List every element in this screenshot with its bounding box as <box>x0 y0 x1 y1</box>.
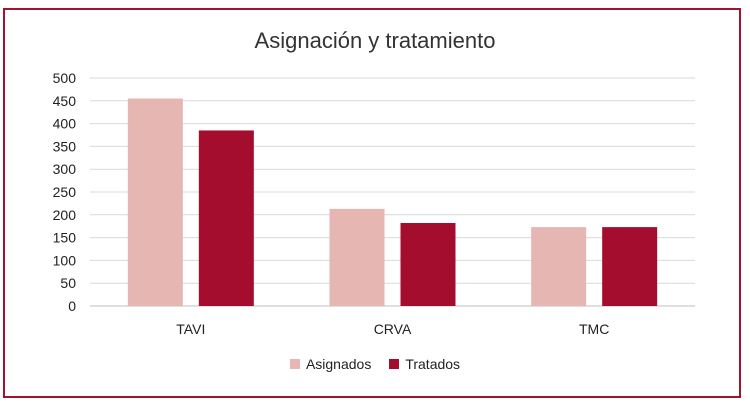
bar-asignados-tmc <box>531 227 587 306</box>
bar-tratados-tavi <box>198 130 254 306</box>
x-category-label-crva: CRVA <box>374 321 412 337</box>
y-tick-label-250: 250 <box>53 184 77 200</box>
chart-title: Asignación y tratamiento <box>254 28 496 53</box>
bar-asignados-crva <box>329 208 385 306</box>
legend-swatch-asignados <box>289 359 300 369</box>
legend-label-tratados: Tratados <box>405 356 461 372</box>
legend-item-tratados: Tratados <box>389 356 460 372</box>
chart-frame <box>3 8 741 398</box>
bar-tratados-tmc <box>602 227 658 306</box>
y-tick-label-300: 300 <box>53 161 77 177</box>
y-tick-label-0: 0 <box>68 298 76 314</box>
y-tick-label-350: 350 <box>53 138 77 154</box>
y-tick-label-100: 100 <box>53 252 77 268</box>
y-tick-label-450: 450 <box>53 93 77 109</box>
y-tick-label-500: 500 <box>53 70 77 86</box>
bar-asignados-tavi <box>127 98 183 307</box>
y-tick-label-400: 400 <box>53 116 77 132</box>
legend-label-asignados: Asignados <box>305 356 372 372</box>
bar-tratados-crva <box>400 223 456 306</box>
legend-swatch-tratados <box>389 359 400 369</box>
y-tick-label-150: 150 <box>53 230 77 246</box>
x-category-label-tavi: TAVI <box>176 321 205 337</box>
legend-item-asignados: Asignados <box>289 356 372 372</box>
y-tick-label-200: 200 <box>53 207 77 223</box>
y-tick-label-50: 50 <box>60 275 76 291</box>
chart-legend: Asignados Tratados <box>0 356 750 372</box>
x-category-label-tmc: TMC <box>579 321 609 337</box>
